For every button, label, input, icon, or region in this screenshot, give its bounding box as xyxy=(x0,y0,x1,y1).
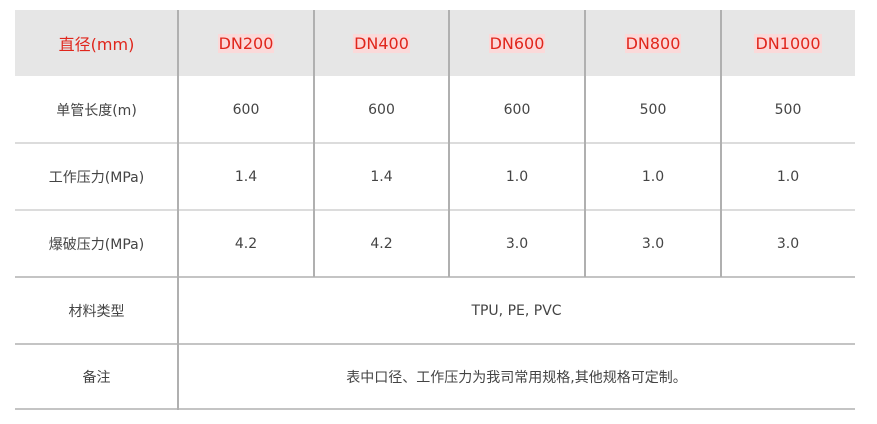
row-divider xyxy=(15,209,855,211)
material-value: TPU, PE, PVC xyxy=(178,277,855,344)
material-label: 材料类型 xyxy=(15,277,178,344)
header-column-text: DN200 xyxy=(217,33,275,53)
table-cell: 500 xyxy=(721,76,855,143)
table-cell: 1.0 xyxy=(449,143,585,210)
row-divider xyxy=(15,408,855,410)
note-label: 备注 xyxy=(15,344,178,410)
table-cell: 3.0 xyxy=(721,210,855,277)
table-cell: 4.2 xyxy=(314,210,449,277)
table-cell: 1.0 xyxy=(585,143,721,210)
column-divider xyxy=(448,10,450,277)
header-column: DN800 xyxy=(585,10,721,76)
header-label-text: 直径(mm) xyxy=(58,35,135,54)
row-label-text: 单管长度(m) xyxy=(56,102,137,119)
table-cell-text: 600 xyxy=(503,101,531,118)
table-cell-text: 500 xyxy=(639,101,667,118)
table-cell-text: 1.0 xyxy=(505,168,529,185)
column-divider xyxy=(177,10,179,410)
header-column: DN600 xyxy=(449,10,585,76)
row-label-text: 工作压力(MPa) xyxy=(48,169,145,186)
note-value: 表中口径、工作压力为我司常用规格,其他规格可定制。 xyxy=(178,344,855,410)
note-value-text: 表中口径、工作压力为我司常用规格,其他规格可定制。 xyxy=(346,370,687,386)
column-divider xyxy=(720,10,722,277)
header-column: DN1000 xyxy=(721,10,855,76)
table-cell: 3.0 xyxy=(449,210,585,277)
table-cell: 600 xyxy=(449,76,585,143)
material-label-text: 材料类型 xyxy=(68,303,125,320)
column-divider xyxy=(313,10,315,277)
table-cell: 600 xyxy=(178,76,314,143)
row-label-text: 爆破压力(MPa) xyxy=(48,236,145,253)
table-cell-text: 600 xyxy=(368,101,395,118)
header-column-text: DN1000 xyxy=(754,33,822,53)
row-label: 工作压力(MPa) xyxy=(15,143,178,210)
table-cell-text: 600 xyxy=(232,101,260,118)
table-cell-text: 3.0 xyxy=(776,235,800,252)
table-cell-text: 1.4 xyxy=(234,168,258,185)
header-column: DN200 xyxy=(178,10,314,76)
header-column: DN400 xyxy=(314,10,449,76)
header-label: 直径(mm) xyxy=(15,10,178,76)
table-cell-text: 4.2 xyxy=(370,235,393,252)
table-cell-text: 1.0 xyxy=(641,168,665,185)
row-divider xyxy=(15,142,855,144)
table-cell: 1.0 xyxy=(721,143,855,210)
table-cell: 600 xyxy=(314,76,449,143)
table-cell: 1.4 xyxy=(178,143,314,210)
header-column-text: DN400 xyxy=(353,33,410,53)
table-cell: 4.2 xyxy=(178,210,314,277)
table-cell-text: 4.2 xyxy=(234,235,258,252)
row-label: 单管长度(m) xyxy=(15,76,178,143)
header-column-text: DN600 xyxy=(488,33,546,53)
note-label-text: 备注 xyxy=(82,370,111,386)
table-cell: 500 xyxy=(585,76,721,143)
table-cell-text: 3.0 xyxy=(505,235,529,252)
table-cell: 3.0 xyxy=(585,210,721,277)
material-value-text: TPU, PE, PVC xyxy=(471,302,562,319)
header-column-text: DN800 xyxy=(624,33,682,53)
table-cell-text: 1.0 xyxy=(776,168,800,185)
table-cell-text: 1.4 xyxy=(370,168,393,185)
table-cell-text: 3.0 xyxy=(641,235,665,252)
row-divider xyxy=(15,276,855,278)
row-divider xyxy=(15,343,855,345)
column-divider xyxy=(584,10,586,277)
table-cell: 1.4 xyxy=(314,143,449,210)
row-label: 爆破压力(MPa) xyxy=(15,210,178,277)
table-cell-text: 500 xyxy=(774,101,802,118)
